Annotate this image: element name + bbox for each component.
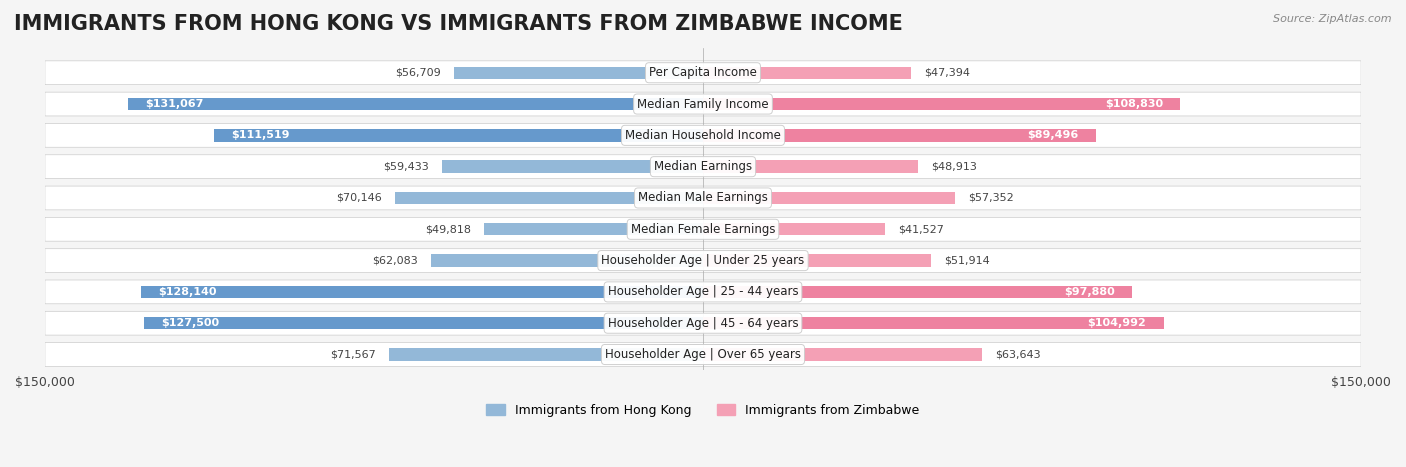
Text: $70,146: $70,146: [336, 193, 382, 203]
Bar: [214, 129, 703, 142]
Text: $56,709: $56,709: [395, 68, 441, 78]
Bar: [703, 223, 886, 235]
Text: Householder Age | Over 65 years: Householder Age | Over 65 years: [605, 348, 801, 361]
Text: Source: ZipAtlas.com: Source: ZipAtlas.com: [1274, 14, 1392, 24]
Bar: [703, 161, 918, 173]
FancyBboxPatch shape: [45, 249, 1361, 272]
Bar: [703, 129, 1095, 142]
Bar: [703, 255, 931, 267]
Text: $62,083: $62,083: [371, 255, 418, 266]
Text: $71,567: $71,567: [330, 349, 375, 360]
Bar: [454, 66, 703, 79]
FancyBboxPatch shape: [45, 92, 1361, 116]
Text: $104,992: $104,992: [1087, 318, 1146, 328]
Text: IMMIGRANTS FROM HONG KONG VS IMMIGRANTS FROM ZIMBABWE INCOME: IMMIGRANTS FROM HONG KONG VS IMMIGRANTS …: [14, 14, 903, 34]
Text: $128,140: $128,140: [159, 287, 217, 297]
FancyBboxPatch shape: [45, 61, 1361, 85]
Text: $111,519: $111,519: [232, 130, 290, 141]
Text: Median Household Income: Median Household Income: [626, 129, 780, 142]
Bar: [703, 286, 1132, 298]
Text: $57,352: $57,352: [967, 193, 1014, 203]
Bar: [703, 317, 1164, 329]
Bar: [389, 348, 703, 361]
FancyBboxPatch shape: [45, 155, 1361, 178]
Text: $41,527: $41,527: [898, 224, 945, 234]
Text: $51,914: $51,914: [943, 255, 990, 266]
Bar: [703, 98, 1181, 110]
Text: Median Male Earnings: Median Male Earnings: [638, 191, 768, 205]
Bar: [128, 98, 703, 110]
FancyBboxPatch shape: [45, 280, 1361, 304]
Text: Median Family Income: Median Family Income: [637, 98, 769, 111]
Bar: [443, 161, 703, 173]
Legend: Immigrants from Hong Kong, Immigrants from Zimbabwe: Immigrants from Hong Kong, Immigrants fr…: [481, 399, 925, 422]
FancyBboxPatch shape: [45, 123, 1361, 147]
Text: $63,643: $63,643: [995, 349, 1040, 360]
Text: $59,433: $59,433: [384, 162, 429, 172]
Bar: [141, 286, 703, 298]
Text: $48,913: $48,913: [931, 162, 977, 172]
Text: Median Female Earnings: Median Female Earnings: [631, 223, 775, 236]
FancyBboxPatch shape: [45, 311, 1361, 335]
Text: $127,500: $127,500: [162, 318, 219, 328]
FancyBboxPatch shape: [45, 186, 1361, 210]
Text: Householder Age | 45 - 64 years: Householder Age | 45 - 64 years: [607, 317, 799, 330]
Text: $131,067: $131,067: [146, 99, 204, 109]
Text: Per Capita Income: Per Capita Income: [650, 66, 756, 79]
Text: Median Earnings: Median Earnings: [654, 160, 752, 173]
Bar: [703, 66, 911, 79]
FancyBboxPatch shape: [45, 217, 1361, 241]
Bar: [430, 255, 703, 267]
Bar: [143, 317, 703, 329]
Bar: [395, 192, 703, 204]
FancyBboxPatch shape: [45, 343, 1361, 367]
Bar: [485, 223, 703, 235]
Text: $49,818: $49,818: [425, 224, 471, 234]
Text: Householder Age | 25 - 44 years: Householder Age | 25 - 44 years: [607, 285, 799, 298]
Text: $47,394: $47,394: [924, 68, 970, 78]
Text: Householder Age | Under 25 years: Householder Age | Under 25 years: [602, 254, 804, 267]
Bar: [703, 192, 955, 204]
Bar: [703, 348, 983, 361]
Text: $89,496: $89,496: [1026, 130, 1078, 141]
Text: $108,830: $108,830: [1105, 99, 1163, 109]
Text: $97,880: $97,880: [1064, 287, 1115, 297]
